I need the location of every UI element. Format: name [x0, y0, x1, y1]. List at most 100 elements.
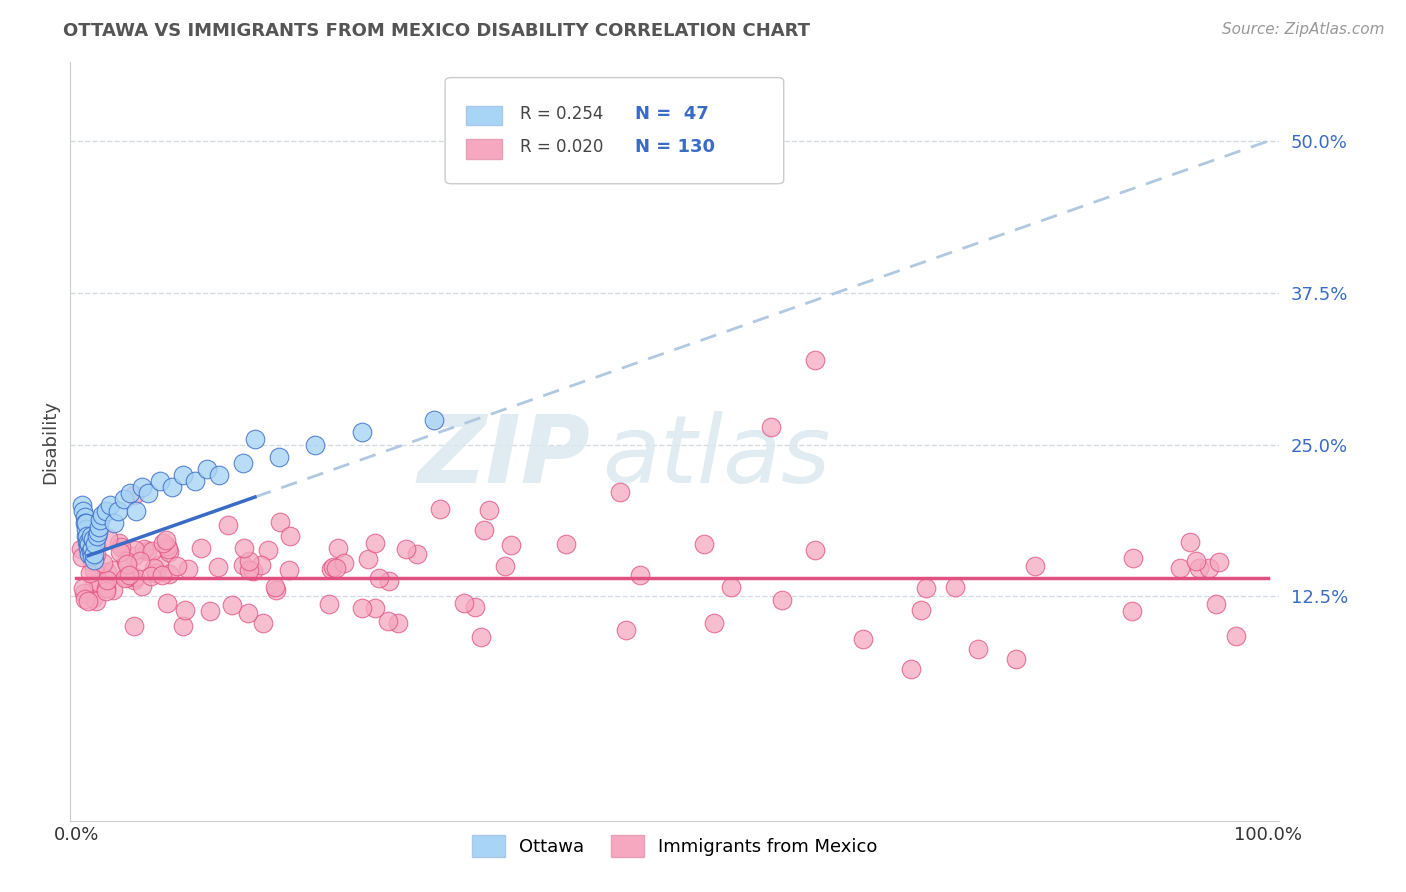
Point: [378, 574, 401, 588]
Point: [232, 456, 254, 470]
Point: [150, 567, 173, 582]
Point: [122, 619, 145, 633]
Point: [149, 474, 172, 488]
Point: [155, 533, 177, 548]
Point: [852, 632, 875, 646]
Point: [217, 518, 239, 533]
FancyBboxPatch shape: [446, 78, 783, 184]
Point: [79, 566, 101, 580]
Point: [82, 591, 104, 605]
Point: [208, 467, 231, 482]
Point: [145, 566, 167, 580]
Point: [107, 535, 129, 549]
Point: [79, 528, 101, 542]
Point: [97, 532, 120, 546]
Point: [1208, 556, 1230, 570]
Point: [110, 540, 132, 554]
Point: [72, 582, 94, 596]
Point: [83, 547, 105, 561]
Point: [148, 558, 170, 573]
Point: [177, 562, 200, 576]
Point: [94, 504, 117, 518]
Point: [80, 541, 103, 555]
Point: [470, 630, 492, 644]
Point: [76, 528, 98, 542]
Point: [135, 544, 157, 558]
Point: [693, 537, 716, 551]
Point: [157, 541, 180, 556]
Point: [166, 558, 188, 573]
Point: [84, 594, 107, 608]
Text: OTTAWA VS IMMIGRANTS FROM MEXICO DISABILITY CORRELATION CHART: OTTAWA VS IMMIGRANTS FROM MEXICO DISABIL…: [63, 22, 810, 40]
Text: atlas: atlas: [602, 411, 831, 502]
Point: [277, 563, 299, 577]
Point: [117, 570, 139, 584]
Point: [118, 486, 141, 500]
Point: [252, 615, 274, 630]
Point: [264, 582, 287, 597]
Point: [76, 534, 98, 549]
Point: [70, 498, 93, 512]
Point: [98, 498, 121, 512]
Point: [139, 569, 162, 583]
Point: [915, 581, 938, 595]
Point: [250, 558, 273, 573]
Point: [243, 432, 266, 446]
Point: [770, 593, 793, 607]
Point: [377, 615, 399, 629]
Point: [364, 600, 387, 615]
Point: [124, 570, 146, 584]
Point: [429, 502, 451, 516]
Point: [70, 550, 93, 565]
Point: [156, 596, 179, 610]
Point: [269, 515, 291, 529]
Point: [72, 504, 94, 518]
Point: [114, 571, 136, 585]
Point: [238, 563, 260, 577]
Point: [157, 566, 180, 581]
Point: [405, 547, 427, 561]
Point: [1024, 559, 1046, 574]
Point: [1004, 651, 1026, 665]
Point: [73, 516, 96, 531]
Point: [257, 542, 280, 557]
Point: [84, 537, 107, 551]
Point: [242, 564, 264, 578]
Point: [555, 537, 578, 551]
Point: [1188, 561, 1211, 575]
Point: [75, 523, 97, 537]
Point: [122, 488, 145, 502]
Point: [1178, 535, 1201, 549]
Point: [75, 516, 97, 531]
Point: [82, 581, 104, 595]
Point: [83, 563, 105, 577]
Point: [87, 574, 110, 589]
Point: [118, 568, 141, 582]
Point: [352, 425, 374, 440]
Point: [96, 565, 118, 579]
Point: [108, 545, 131, 559]
Point: [77, 534, 100, 549]
Point: [131, 578, 153, 592]
Point: [304, 437, 326, 451]
Point: [221, 599, 243, 613]
Point: [77, 541, 100, 555]
Point: [172, 619, 194, 633]
Point: [184, 474, 207, 488]
Text: N =  47: N = 47: [636, 105, 709, 123]
Point: [387, 615, 409, 630]
Point: [356, 552, 378, 566]
Point: [453, 596, 475, 610]
Point: [472, 524, 495, 538]
Point: [80, 549, 103, 564]
Point: [900, 662, 922, 676]
Point: [83, 553, 105, 567]
Point: [75, 528, 97, 542]
Point: [943, 581, 966, 595]
Legend: Ottawa, Immigrants from Mexico: Ottawa, Immigrants from Mexico: [465, 828, 884, 864]
Point: [190, 541, 212, 555]
Y-axis label: Disability: Disability: [41, 400, 59, 483]
Point: [125, 504, 148, 518]
Point: [350, 600, 373, 615]
Point: [157, 545, 180, 559]
